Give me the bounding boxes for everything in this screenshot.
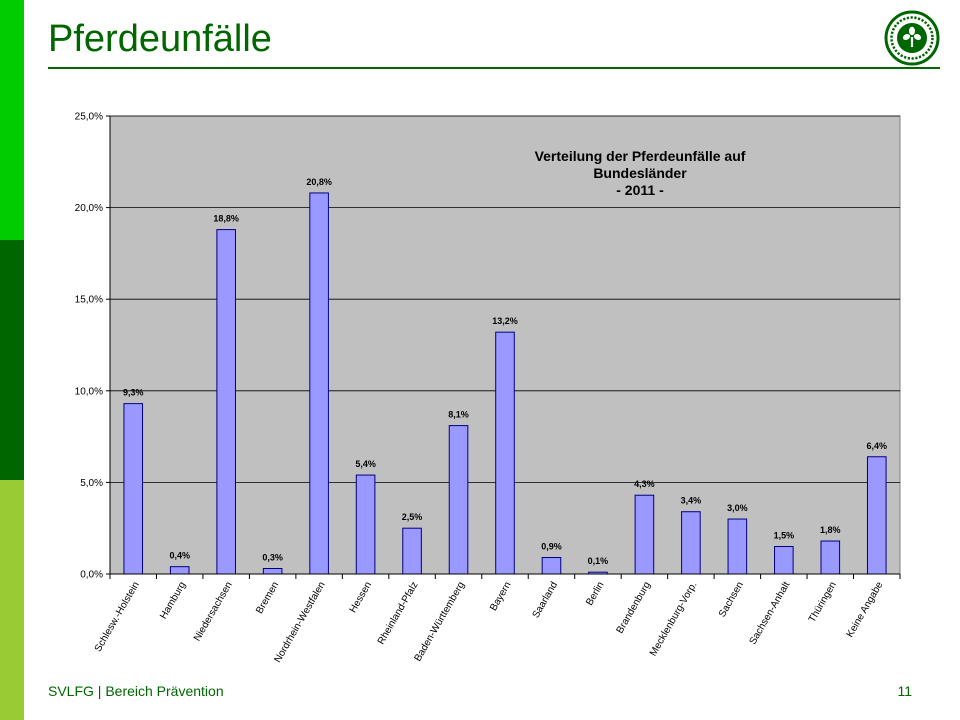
x-axis: Schlesw.-Holstein Hamburg Niedersachsen Bre… — [93, 573, 901, 665]
x-tick-label: Hamburg — [158, 580, 188, 621]
y-axis: 0,0% 5,0% 10,0% 15,0% 20,0% 25,0% — [75, 112, 111, 581]
x-tick-label: Sachsen-Anhalt — [748, 580, 793, 647]
bar-saarland — [541, 557, 562, 575]
bar-data-label: 2,5% — [402, 512, 423, 522]
chart-title: Verteilung der Pferdeunfälle aufBundeslä… — [535, 148, 746, 198]
x-tick-label: Saarland — [531, 580, 561, 620]
bar-baden-württemberg — [448, 425, 469, 575]
bar-sachsen — [727, 518, 748, 575]
bar-mecklenburg-vorp- — [681, 511, 701, 575]
footer-text: SVLFG | Bereich Prävention — [48, 683, 224, 699]
bar-data-label: 20,8% — [306, 177, 332, 187]
bar-data-label: 3,0% — [727, 503, 748, 513]
slide-title: Pferdeunfälle — [48, 18, 272, 60]
x-tick-label: Niedersachsen — [192, 580, 235, 643]
bar-niedersachsen — [216, 229, 236, 575]
bar-data-label: 0,4% — [169, 551, 190, 561]
bar-hamburg — [169, 566, 190, 575]
bar-bayern — [495, 331, 515, 575]
bar-schlesw-holstein — [123, 403, 144, 575]
x-tick-label: Berlin — [584, 580, 606, 608]
y-tick-label: 15,0% — [75, 295, 103, 306]
bar-chart: 0,0% 5,0% 10,0% 15,0% 20,0% 25,0% 9,3% 0,4% 18,… — [75, 112, 901, 665]
page-number: 11 — [897, 683, 912, 699]
bar-data-label: 1,8% — [820, 525, 841, 535]
bar-bremen — [262, 568, 283, 575]
bar-brandenburg — [634, 494, 655, 575]
side-band-bottom — [0, 480, 24, 720]
bar-data-label: 0,1% — [588, 556, 609, 566]
bar-data-label: 18,8% — [213, 214, 239, 224]
bar-data-label: 6,4% — [867, 441, 888, 451]
y-tick-label: 25,0% — [75, 112, 103, 123]
x-tick-label: Brandenburg — [615, 580, 653, 636]
bar-data-label: 4,3% — [634, 479, 655, 489]
x-tick-label: Hessen — [348, 580, 374, 615]
chart-title-line: Bundesländer — [593, 165, 687, 181]
bar-nordrhein-westfalen — [309, 192, 329, 575]
x-tick-label: Thüringen — [807, 580, 839, 624]
bar-data-label: 13,2% — [492, 316, 518, 326]
x-tick-label: Nordrhein-Westfalen — [272, 580, 327, 665]
y-tick-label: 10,0% — [75, 386, 103, 397]
x-tick-label: Keine Angabe — [845, 580, 886, 640]
bar-thüringen — [820, 540, 841, 575]
x-tick-label: Baden-Württemberg — [413, 580, 468, 663]
bar-data-labels: 9,3% 0,4% 18,8% 0,3% 20,8% 5,4% 2,5% 8,1% 13,2% 0… — [123, 177, 887, 566]
y-tick-label: 0,0% — [80, 570, 103, 581]
y-tick-label: 20,0% — [75, 203, 103, 214]
bar-hessen — [355, 474, 376, 575]
x-tick-label: Schlesw.-Holstein — [93, 580, 142, 654]
x-tick-label: Rheinland-Pfalz — [376, 580, 421, 647]
bar-data-label: 3,4% — [681, 496, 702, 506]
side-band-top — [0, 0, 24, 240]
y-tick-label: 5,0% — [80, 478, 103, 489]
x-tick-label: Bremen — [254, 580, 281, 616]
bar-sachsen-anhalt — [774, 546, 794, 575]
bar-data-label: 1,5% — [774, 531, 795, 541]
x-tick-label: Sachsen — [717, 580, 746, 619]
side-band-middle — [0, 240, 24, 480]
bar-data-label: 9,3% — [123, 388, 144, 398]
title-divider — [48, 67, 940, 69]
chart-title-line: Verteilung der Pferdeunfälle auf — [535, 148, 746, 164]
bar-data-label: 5,4% — [355, 459, 376, 469]
chart-title-line: - 2011 - — [616, 182, 664, 198]
svlfg-tree-logo-icon — [884, 10, 940, 66]
bar-rheinland-pfalz — [402, 527, 422, 575]
bar-data-label: 0,9% — [541, 542, 562, 552]
bar-data-label: 0,3% — [262, 553, 283, 563]
bar-keine-angabe — [866, 456, 887, 575]
bar-data-label: 8,1% — [448, 410, 469, 420]
x-tick-label: Mecklenburg-Vorp. — [648, 580, 699, 658]
x-tick-label: Bayern — [488, 580, 513, 613]
